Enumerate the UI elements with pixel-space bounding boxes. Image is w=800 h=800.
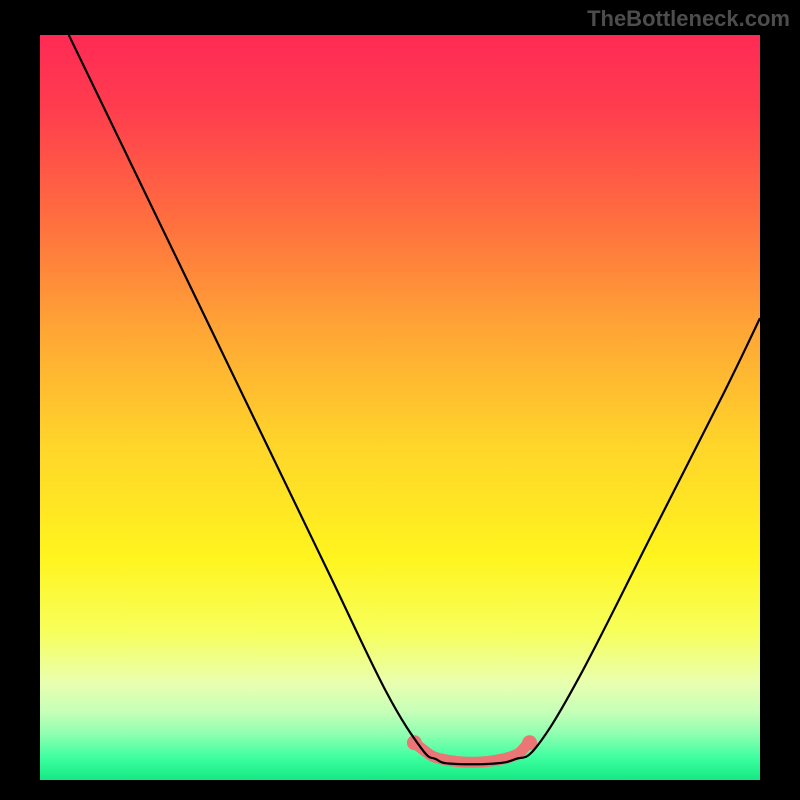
curve-layer bbox=[40, 35, 760, 780]
ideal-range-band bbox=[418, 746, 526, 763]
bottleneck-curve bbox=[69, 35, 760, 764]
watermark-text: TheBottleneck.com bbox=[587, 6, 790, 32]
plot-area bbox=[40, 35, 760, 780]
chart-frame: TheBottleneck.com bbox=[0, 0, 800, 800]
